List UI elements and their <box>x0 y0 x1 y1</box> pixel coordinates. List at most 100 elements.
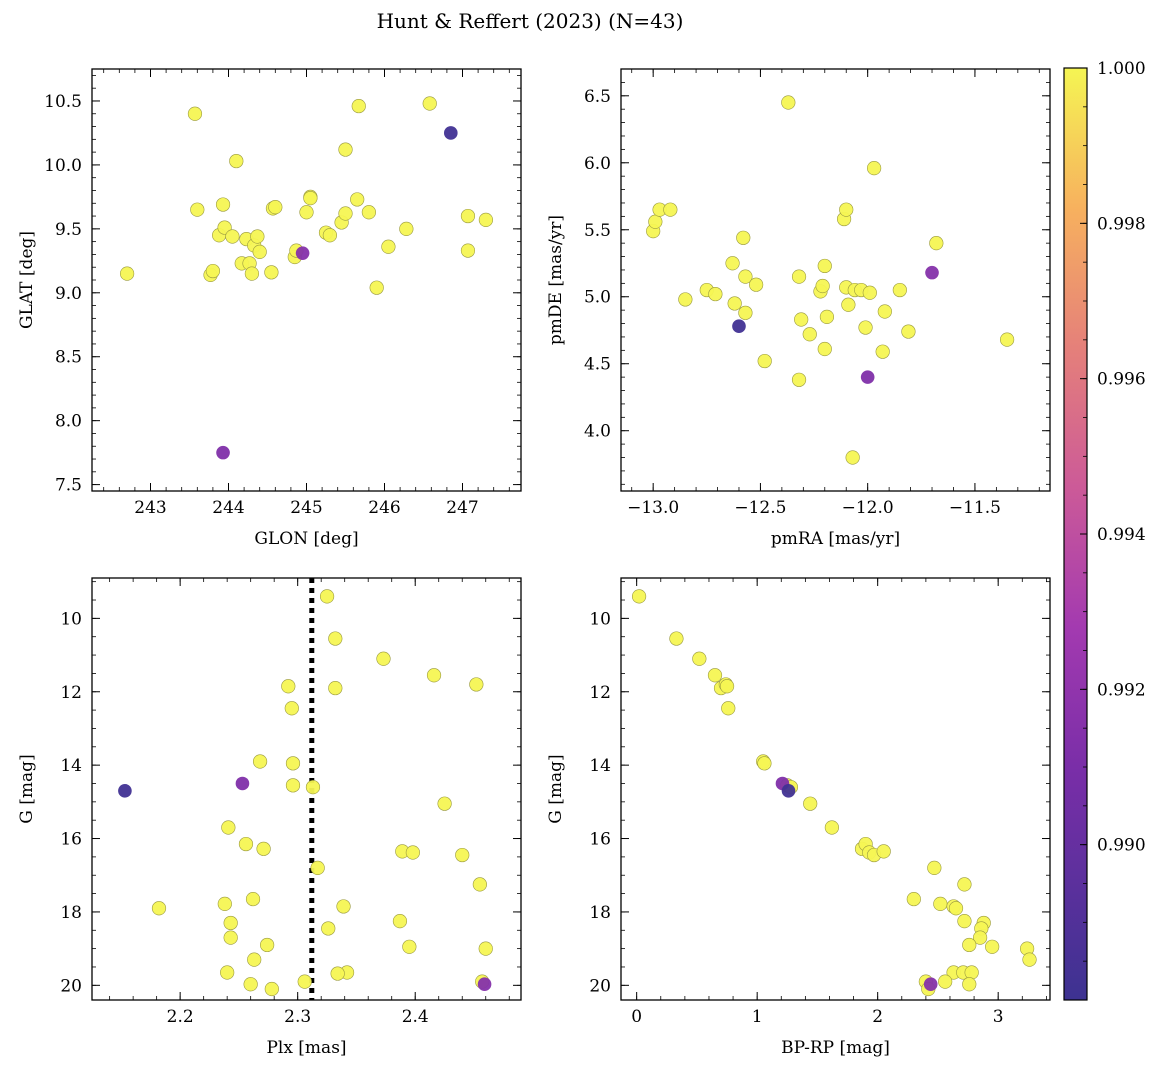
y-tick-label: 20 <box>589 976 611 996</box>
scatter-point <box>719 679 735 694</box>
y-tick-label: 14 <box>60 756 82 776</box>
scatter-point <box>190 202 205 217</box>
scatter-point <box>220 965 235 980</box>
scatter-point <box>477 977 492 992</box>
y-tick-label: 16 <box>60 830 82 850</box>
scatter-point <box>250 229 265 244</box>
scatter-point <box>151 901 167 916</box>
scatter-point <box>472 877 487 892</box>
scatter-point <box>708 286 723 302</box>
x-tick-label: 243 <box>134 498 166 518</box>
y-tick-label: 10.0 <box>44 156 82 176</box>
panel-2: −13.0 −12.5 −12.0 −11.5 4.0 4.5 5.0 5.5 6.0 6.5 pm… <box>546 68 1051 549</box>
scatter-point <box>402 939 417 954</box>
scatter-point <box>845 450 860 465</box>
scatter-point <box>455 847 470 863</box>
scatter-point <box>478 941 493 956</box>
scatter-point <box>381 239 396 254</box>
scatter-point <box>707 668 723 683</box>
scatter-point <box>923 977 938 992</box>
scatter-point <box>817 341 832 357</box>
scatter-point <box>985 939 1000 954</box>
axes-frame <box>620 577 1051 1001</box>
panel-1: 243 244 245 246 247 7.5 8.0 8.5 9.0 9.5 10.0 10.5 GL… <box>17 68 522 549</box>
scatter-point <box>802 327 817 342</box>
scatter-point <box>319 589 335 604</box>
y-axis-label: G [mag] <box>546 754 566 823</box>
x-tick-label: 2.2 <box>167 1007 194 1027</box>
scatter-point <box>376 651 391 666</box>
scatter-point <box>862 285 877 300</box>
scatter-point <box>297 974 312 989</box>
x-axis-label: Plx [mas] <box>266 1038 346 1058</box>
scatter-point <box>469 677 484 692</box>
x-tick-label: −12.5 <box>734 498 786 518</box>
points <box>631 589 1037 997</box>
x-tick-label: 2.3 <box>284 1007 311 1027</box>
scatter-point <box>229 153 244 169</box>
scatter-point <box>901 324 916 339</box>
y-axis-label: GLAT [deg] <box>17 231 37 329</box>
scatter-point <box>328 680 343 696</box>
scatter-point <box>757 756 772 771</box>
scatter-point <box>957 877 972 892</box>
x-tick-label: −13.0 <box>627 498 679 518</box>
scatter-point <box>243 977 258 992</box>
scatter-point <box>216 445 230 460</box>
y-tick-label: 12 <box>589 683 611 703</box>
scatter-point <box>999 332 1015 347</box>
scatter-point <box>933 896 948 911</box>
y-axis-label: G [mag] <box>17 754 37 823</box>
scatter-point <box>247 952 262 967</box>
scatter-point <box>369 280 384 295</box>
scatter-point <box>245 891 261 907</box>
y-tick-label: 10 <box>60 609 82 629</box>
scatter-point <box>256 841 271 856</box>
colorbar-tick-label: 0.994 <box>1097 525 1146 545</box>
scatter-point <box>285 756 301 771</box>
scatter-point <box>727 296 742 311</box>
scatter-point <box>867 161 882 176</box>
axes-frame <box>91 68 522 492</box>
x-tick-label: 246 <box>368 498 400 518</box>
y-tick-label: 8.5 <box>55 348 82 368</box>
x-tick-label: 1 <box>752 1007 763 1027</box>
scatter-point <box>725 256 740 271</box>
y-tick-label: 6.0 <box>584 154 611 174</box>
x-tick-label: 247 <box>446 498 478 518</box>
scatter-point <box>330 966 345 981</box>
scatter-point <box>437 796 452 811</box>
colorbar-tick-label: 0.996 <box>1097 370 1146 390</box>
scatter-point <box>669 631 684 646</box>
scatter-point <box>738 305 753 320</box>
y-axis-label: pmDE [mas/yr] <box>546 215 566 345</box>
x-tick-label: 3 <box>993 1007 1004 1027</box>
scatter-point <box>252 754 268 769</box>
scatter-point <box>781 784 796 798</box>
y-tick-label: 9.0 <box>55 284 82 304</box>
scatter-point <box>223 915 238 931</box>
scatter-point <box>205 263 220 279</box>
scatter-point <box>392 914 408 929</box>
scatter-point <box>736 230 751 245</box>
scatter-point <box>221 820 236 835</box>
y-tick-label: 14 <box>589 756 611 776</box>
scatter-point <box>264 981 279 997</box>
scatter-point <box>338 206 353 221</box>
scatter-point <box>858 320 873 335</box>
colorbar-tick-label: 0.990 <box>1097 836 1146 856</box>
scatter-point <box>225 229 240 244</box>
y-tick-label: 20 <box>60 976 82 996</box>
scatter-point <box>749 277 764 292</box>
scatter-point <box>285 778 301 793</box>
scatter-point <box>663 202 678 217</box>
scatter-point <box>361 205 377 220</box>
scatter-point <box>803 796 818 811</box>
scatter-point <box>927 860 942 875</box>
scatter-point <box>238 836 254 852</box>
scatter-point <box>877 304 892 319</box>
y-tick-label: 7.5 <box>55 476 82 496</box>
scatter-point <box>305 780 321 795</box>
scatter-point <box>215 197 231 212</box>
